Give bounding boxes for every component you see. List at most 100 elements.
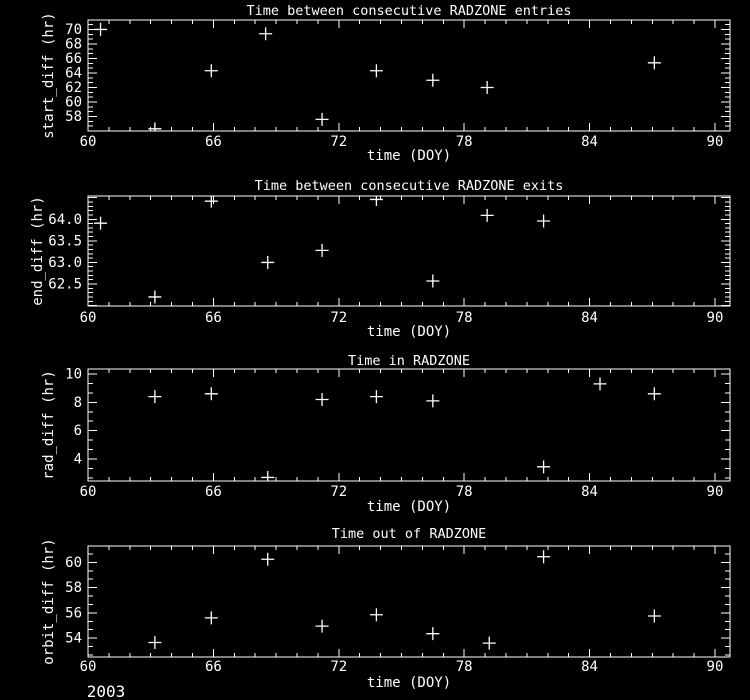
- plot-1-xaxis-label: time (DOY): [367, 148, 451, 164]
- x-tick-label: 84: [581, 134, 598, 150]
- data-point-marker: [647, 56, 661, 70]
- x-tick-label: 84: [581, 310, 598, 326]
- y-tick-label: 4: [74, 452, 82, 468]
- y-tick-label: 64.0: [48, 212, 82, 228]
- y-tick-label: 10: [65, 366, 82, 382]
- data-point-marker: [261, 470, 275, 481]
- data-point-marker: [315, 392, 329, 406]
- year-label: 2003: [87, 682, 126, 700]
- plot-panel-4: Time out of RADZONE 60 66 72 78 84 90 54 56 58 60 t…: [41, 526, 731, 691]
- data-point-marker: [315, 619, 329, 633]
- x-tick-label: 72: [330, 659, 347, 675]
- data-point-marker: [369, 608, 383, 622]
- x-tick-label: 72: [330, 134, 347, 150]
- y-tick-label: 63.5: [48, 233, 82, 249]
- plot-2-data-points: [94, 196, 551, 304]
- data-point-marker: [426, 394, 440, 408]
- y-tick-label: 70: [65, 22, 82, 38]
- plot-1-axes-box: [87, 19, 731, 132]
- y-tick-label: 58: [65, 580, 82, 596]
- data-point-marker: [647, 609, 661, 623]
- data-point-marker: [647, 387, 661, 401]
- plot-4-axes-box: [87, 545, 731, 658]
- y-tick-label: 62.5: [48, 277, 82, 293]
- y-tick-label: 63.0: [48, 255, 82, 271]
- plot-4-data-points: [148, 550, 661, 650]
- plot-3-xaxis-label: time (DOY): [367, 499, 451, 515]
- x-tick-label: 84: [581, 659, 598, 675]
- plot-1-yaxis-label: start_diff (hr): [41, 12, 57, 138]
- plot-panel-3: Time in RADZONE 60 66 72 78 84 90 4 6 8 10 time (DO…: [41, 353, 731, 515]
- data-point-marker: [259, 27, 273, 41]
- plot-3-data-points: [148, 377, 661, 481]
- data-point-marker: [261, 552, 275, 566]
- plot-2-axes-box: [87, 195, 731, 307]
- x-tick-label: 60: [80, 310, 97, 326]
- y-tick-label: 6: [74, 423, 82, 439]
- x-tick-label: 72: [330, 310, 347, 326]
- plot-3-title: Time in RADZONE: [348, 353, 470, 369]
- plot-2-xaxis-label: time (DOY): [367, 324, 451, 340]
- x-tick-label: 72: [330, 484, 347, 500]
- x-tick-label: 78: [456, 310, 473, 326]
- data-point-marker: [369, 64, 383, 78]
- data-point-marker: [261, 255, 275, 269]
- y-tick-label: 56: [65, 605, 82, 621]
- y-tick-label: 54: [65, 631, 82, 647]
- data-point-marker: [94, 22, 108, 36]
- data-point-marker: [482, 636, 496, 650]
- x-tick-label: 78: [456, 134, 473, 150]
- y-tick-label: 60: [65, 555, 82, 571]
- data-point-marker: [537, 460, 551, 474]
- data-point-marker: [204, 196, 218, 208]
- x-tick-label: 66: [205, 310, 222, 326]
- data-point-marker: [426, 73, 440, 87]
- plot-2-yaxis-label: end_diff (hr): [30, 196, 46, 306]
- y-tick-label: 60: [65, 94, 82, 110]
- x-tick-label: 60: [80, 659, 97, 675]
- data-point-marker: [315, 243, 329, 257]
- data-point-marker: [480, 208, 494, 222]
- plot-4-title: Time out of RADZONE: [332, 526, 486, 542]
- plot-3-yaxis-label: rad_diff (hr): [41, 370, 57, 480]
- data-point-marker: [593, 377, 607, 391]
- plot-1-data-points: [94, 22, 661, 131]
- data-point-marker: [537, 550, 551, 564]
- plot-3-axes-box: [87, 368, 731, 482]
- x-tick-label: 60: [80, 134, 97, 150]
- data-point-marker: [369, 390, 383, 404]
- y-tick-label: 64: [65, 65, 82, 81]
- plot-4-xaxis-label: time (DOY): [367, 675, 451, 691]
- data-point-marker: [148, 122, 162, 131]
- x-tick-label: 78: [456, 659, 473, 675]
- data-point-marker: [148, 290, 162, 304]
- data-point-marker: [204, 387, 218, 401]
- plot-4-yaxis-label: orbit_diff (hr): [41, 538, 57, 664]
- y-tick-label: 58: [65, 109, 82, 125]
- y-tick-label: 8: [74, 395, 82, 411]
- data-point-marker: [426, 274, 440, 288]
- plot-panel-2: Time between consecutive RADZONE exits 60…: [30, 178, 731, 340]
- x-tick-label: 90: [707, 484, 724, 500]
- data-point-marker: [94, 216, 108, 230]
- data-point-marker: [148, 390, 162, 404]
- y-tick-label: 68: [65, 36, 82, 52]
- data-point-marker: [426, 627, 440, 641]
- data-point-marker: [315, 112, 329, 126]
- plot-1-title: Time between consecutive RADZONE entries: [246, 3, 571, 19]
- x-tick-label: 90: [707, 310, 724, 326]
- y-tick-label: 62: [65, 80, 82, 96]
- data-point-marker: [204, 611, 218, 625]
- x-tick-label: 78: [456, 484, 473, 500]
- y-tick-label: 66: [65, 51, 82, 67]
- data-point-marker: [369, 196, 383, 206]
- plot-panel-1: Time between consecutive RADZONE entries…: [41, 3, 731, 164]
- data-point-marker: [537, 214, 551, 228]
- x-tick-label: 90: [707, 659, 724, 675]
- x-tick-label: 66: [205, 134, 222, 150]
- data-point-marker: [148, 635, 162, 649]
- plot-2-title: Time between consecutive RADZONE exits: [255, 178, 564, 194]
- x-tick-label: 60: [80, 484, 97, 500]
